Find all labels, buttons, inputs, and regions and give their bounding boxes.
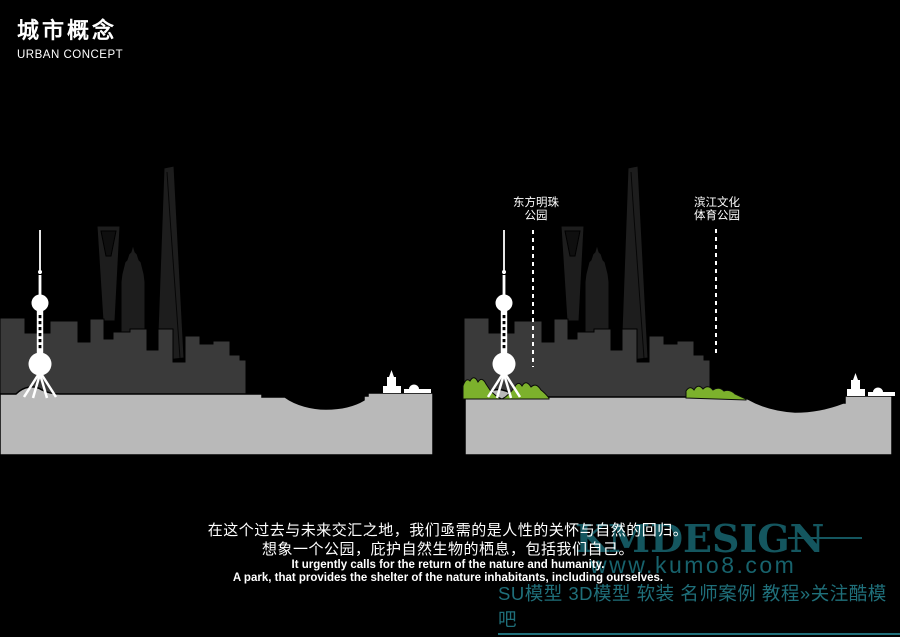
callout-label-line: 滨江文化 (694, 197, 740, 209)
caption-en-line2: A park, that provides the shelter of the… (232, 572, 664, 584)
callout-label-line: 公园 (524, 210, 548, 222)
watermark-url: www.kumo8.com (590, 552, 797, 578)
title-english: URBAN CONCEPT (17, 49, 124, 61)
watermark-dash-line (788, 537, 862, 539)
watermark-tagline: SU模型 3D模型 软装 名师案例 教程»关注酷模吧 (498, 580, 900, 635)
callout-label-pearl-park: 东方明珠 公园 (492, 197, 580, 223)
callout-label-riverside-park: 滨江文化 体育公园 (694, 197, 784, 223)
city-skyline-right (462, 165, 895, 456)
callout-label-line: 东方明珠 (513, 197, 559, 209)
watermark-brand: KMDESIGN (575, 516, 825, 561)
caption-en-line1: It urgently calls for the return of the … (291, 559, 605, 571)
park-green-2 (685, 385, 747, 401)
caption-block: 在这个过去与未来交汇之地，我们亟需的是人性的关怀与自然的回归。 想象一个公园，庇… (0, 521, 896, 585)
city-skyline-left (0, 165, 434, 456)
park-green-1 (462, 377, 550, 400)
ground-terrain-right (464, 388, 893, 456)
ground-terrain-left (0, 386, 434, 456)
page-title: 城市概念 URBAN CONCEPT (17, 13, 123, 61)
caption-cn-line2: 想象一个公园，庇护自然生物的栖息，包括我们自己。 (261, 541, 634, 558)
caption-cn-line1: 在这个过去与未来交汇之地，我们亟需的是人性的关怀与自然的回归。 (207, 522, 689, 539)
title-chinese: 城市概念 (17, 18, 118, 43)
callout-label-line: 体育公园 (694, 210, 740, 222)
